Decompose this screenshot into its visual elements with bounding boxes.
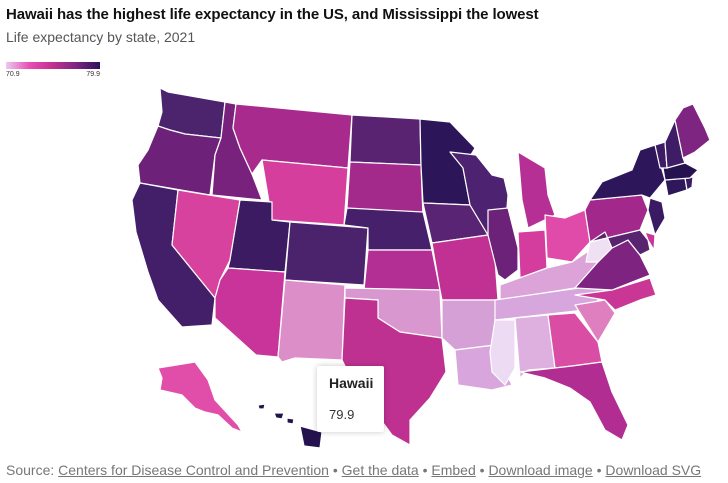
legend-max-label: 79.9: [86, 71, 100, 78]
separator: •: [422, 462, 428, 478]
color-legend: 70.9 79.9: [6, 62, 100, 82]
state-hawaii[interactable]: [257, 403, 323, 449]
state-wyoming[interactable]: [261, 159, 349, 226]
legend-gradient-bar: [6, 62, 100, 69]
state-arkansas[interactable]: [441, 299, 499, 351]
state-connecticut[interactable]: [664, 177, 688, 197]
chart-title: Hawaii has the highest life expectancy i…: [6, 6, 539, 23]
state-new-york[interactable]: [589, 144, 666, 201]
state-tooltip: Hawaii 79.9: [317, 366, 384, 432]
state-michigan[interactable]: [517, 151, 556, 229]
state-new-jersey[interactable]: [647, 197, 666, 236]
source-prefix: Source:: [6, 462, 55, 478]
chart-subtitle: Life expectancy by state, 2021: [6, 29, 196, 45]
state-arizona[interactable]: [214, 267, 286, 358]
tooltip-value: 79.9: [329, 407, 355, 422]
download-image-link[interactable]: Download image: [488, 462, 593, 478]
state-florida[interactable]: [519, 361, 629, 441]
state-delaware[interactable]: [644, 231, 656, 251]
state-rhode-island[interactable]: [684, 176, 694, 191]
states-layer: [131, 87, 711, 449]
source-link[interactable]: Centers for Disease Control and Preventi…: [58, 462, 329, 478]
state-south-carolina[interactable]: [574, 299, 616, 343]
tooltip-state-name: Hawaii: [329, 375, 374, 391]
state-new-hampshire[interactable]: [664, 119, 686, 169]
state-maine[interactable]: [674, 103, 711, 159]
separator: •: [332, 462, 338, 478]
state-colorado[interactable]: [284, 221, 369, 286]
embed-link[interactable]: Embed: [431, 462, 476, 478]
state-maryland[interactable]: [589, 229, 651, 256]
state-missouri[interactable]: [431, 234, 499, 301]
state-oregon[interactable]: [137, 125, 222, 196]
state-new-mexico[interactable]: [277, 279, 346, 363]
get-data-link[interactable]: Get the data: [341, 462, 419, 478]
state-alaska[interactable]: [157, 361, 243, 433]
state-north-dakota[interactable]: [349, 114, 422, 166]
footer: Source: Centers for Disease Control and …: [6, 462, 722, 478]
separator: •: [596, 462, 602, 478]
us-map: [0, 80, 728, 460]
download-svg-link[interactable]: Download SVG: [605, 462, 702, 478]
legend-min-label: 70.9: [6, 71, 20, 78]
state-illinois[interactable]: [487, 207, 519, 281]
state-kansas[interactable]: [363, 249, 441, 291]
separator: •: [479, 462, 485, 478]
